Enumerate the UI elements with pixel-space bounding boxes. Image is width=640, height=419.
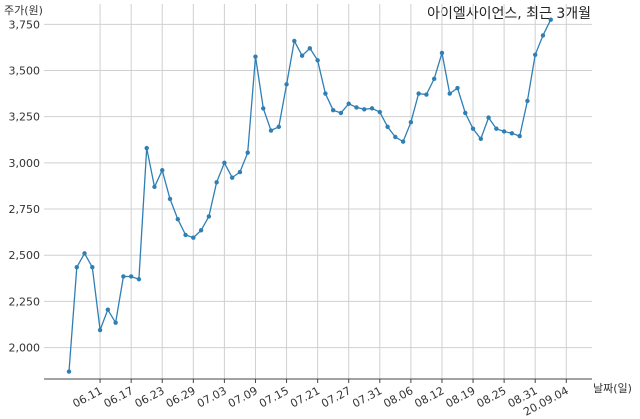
data-point: [486, 115, 491, 120]
data-point: [222, 160, 227, 166]
data-point: [284, 82, 289, 87]
data-point: [424, 92, 429, 97]
x-tick-label: 06.29: [164, 384, 198, 410]
x-tick-label: 07.03: [195, 384, 229, 410]
data-point: [253, 54, 258, 59]
data-point: [198, 228, 204, 233]
x-tick-label: 08.25: [475, 384, 509, 410]
data-point: [183, 232, 188, 238]
data-point: [338, 110, 344, 116]
x-tick-label: 06.23: [133, 384, 167, 410]
data-point: [307, 46, 313, 51]
data-point: [276, 124, 281, 130]
x-tick-label: 07.21: [288, 384, 322, 410]
data-point: [214, 180, 219, 185]
grid: [44, 4, 592, 379]
data-point: [455, 85, 460, 91]
data-point: [400, 139, 406, 144]
x-tick-label: 06.17: [102, 384, 136, 410]
data-point: [66, 369, 72, 374]
price-series: [66, 17, 553, 374]
data-point: [369, 106, 375, 111]
data-point: [152, 184, 157, 190]
y-tick-label: 2,000: [9, 342, 41, 355]
data-point: [315, 58, 320, 63]
data-point: [540, 33, 546, 38]
y-tick-label: 3,500: [9, 65, 41, 78]
data-point: [330, 108, 336, 113]
data-point: [97, 327, 103, 333]
data-point: [299, 53, 305, 58]
series-line: [68, 19, 552, 372]
data-point: [509, 131, 515, 136]
y-tick-label: 3,750: [9, 18, 41, 31]
y-tick-label: 2,750: [9, 203, 41, 216]
data-point: [439, 50, 445, 56]
data-point: [144, 145, 149, 151]
y-axis-unit-label: 주가(원): [4, 4, 43, 17]
data-point: [90, 265, 95, 270]
x-tick-label: 07.15: [257, 384, 291, 410]
data-point: [105, 307, 111, 312]
data-point: [525, 98, 530, 104]
data-point: [191, 235, 196, 240]
data-point: [548, 17, 553, 22]
data-point: [354, 105, 359, 110]
data-point: [167, 196, 173, 202]
data-point: [136, 277, 142, 282]
x-tick-label: 07.27: [319, 384, 353, 410]
y-tick-label: 3,250: [9, 111, 41, 124]
x-tick-label: 07.31: [350, 384, 384, 410]
data-point: [533, 52, 538, 58]
x-axis-unit-label: 날짜(일): [593, 381, 632, 395]
data-point: [362, 107, 367, 112]
data-point: [470, 126, 476, 131]
y-axis-ticks: 2,000 2,250 2,500 2,750 3,000 3,250 3,500 3,750: [9, 18, 41, 354]
data-point: [245, 150, 250, 155]
data-point: [268, 128, 274, 133]
y-tick-label: 3,000: [9, 157, 41, 170]
data-point: [385, 124, 390, 130]
x-tick-label: 08.12: [412, 384, 446, 410]
data-point: [501, 129, 507, 134]
data-point: [229, 175, 235, 180]
x-tick-label: 06.11: [71, 384, 105, 410]
data-point: [160, 168, 165, 173]
y-tick-label: 2,250: [9, 295, 41, 308]
data-point: [494, 126, 499, 131]
data-point: [292, 38, 297, 44]
data-point: [416, 91, 421, 96]
data-point: [237, 169, 243, 175]
data-point: [261, 106, 266, 111]
data-point: [393, 134, 398, 140]
data-point: [478, 136, 484, 142]
data-point: [346, 101, 351, 106]
data-point: [206, 214, 212, 219]
x-axis-ticks: 06.1106.1706.2306.2907.0307.0907.1507.21…: [71, 379, 571, 419]
x-tick-label: 08.06: [381, 384, 415, 410]
data-point: [128, 274, 134, 279]
data-point: [517, 133, 522, 139]
data-point: [175, 217, 180, 222]
y-tick-label: 2,500: [9, 249, 41, 262]
data-point: [323, 91, 328, 96]
data-point: [408, 120, 414, 125]
data-point: [113, 320, 118, 325]
data-point: [431, 76, 437, 82]
data-point: [121, 274, 126, 279]
data-point: [74, 265, 79, 270]
data-point: [447, 91, 452, 96]
data-point: [377, 109, 382, 115]
data-point: [82, 251, 87, 256]
x-tick-label: 08.19: [444, 384, 478, 410]
x-tick-label: 07.09: [226, 384, 260, 410]
data-point: [463, 110, 468, 116]
